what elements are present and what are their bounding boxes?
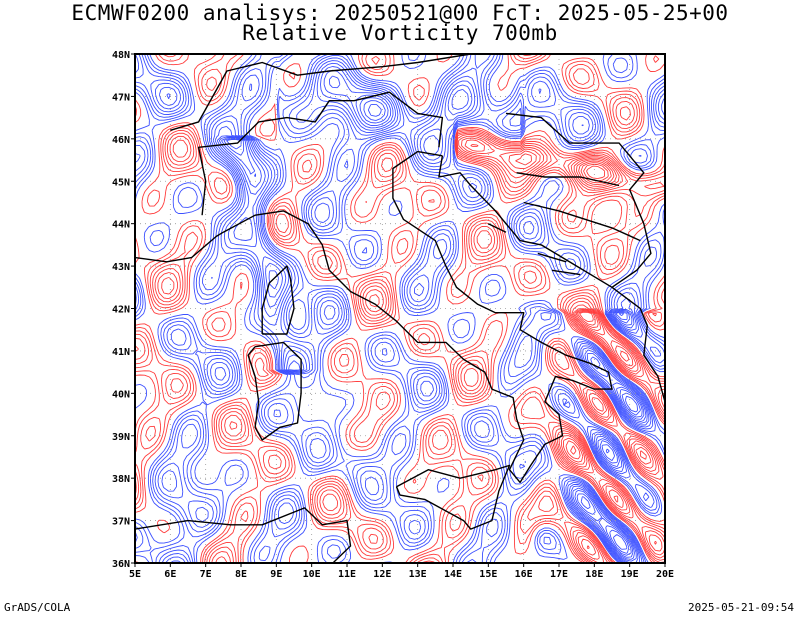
y-tick-label: 38N [112, 474, 130, 485]
positive-contour [135, 54, 665, 563]
x-tick-label: 12E [373, 569, 391, 580]
coastline [516, 172, 620, 187]
x-tick-label: 17E [550, 569, 568, 580]
y-tick-label: 45N [112, 177, 130, 188]
positive-contour [161, 135, 665, 563]
x-tick-label: 9E [270, 569, 282, 580]
negative-contour [166, 69, 647, 560]
contour-field [135, 54, 665, 563]
x-tick-label: 7E [200, 569, 212, 580]
coastline [395, 464, 511, 530]
positive-contour [135, 54, 665, 563]
coastline [222, 150, 613, 484]
negative-contour [135, 54, 665, 563]
x-tick-label: 16E [515, 569, 533, 580]
coastline [135, 507, 352, 563]
map-title: ECMWF0200 analisys: 20250521@00 FcT: 202… [71, 1, 729, 25]
map-subtitle: Relative Vorticity 700mb [242, 21, 558, 45]
x-axis-ticks: 5E 6E 7E 8E 9E 10E 11E 12E 13E 14E 15E 16E 17E 18E 19E… [129, 563, 674, 580]
coastline [135, 231, 224, 263]
y-tick-label: 37N [112, 517, 130, 528]
footer-credit: GrADS/COLA [4, 601, 71, 614]
x-tick-label: 14E [444, 569, 462, 580]
y-tick-label: 41N [112, 347, 130, 358]
x-tick-label: 20E [656, 569, 674, 580]
coastline [487, 223, 507, 233]
positive-contour [579, 165, 606, 323]
coastline [438, 155, 665, 402]
coastline-layer [135, 54, 665, 563]
negative-contour [218, 75, 645, 558]
y-tick-label: 43N [112, 262, 130, 273]
coastline [247, 341, 302, 441]
y-axis-ticks: 36N 37N 38N 39N 40N 41N 42N 43N 44N 45N 46N 47N 48N [112, 50, 135, 570]
coastline [523, 201, 641, 242]
y-tick-label: 39N [112, 432, 130, 443]
negative-contour [135, 54, 665, 563]
positive-contour [369, 137, 665, 556]
y-tick-label: 42N [112, 305, 130, 316]
positive-contour [464, 139, 647, 549]
positive-contour [135, 54, 665, 563]
x-tick-label: 8E [235, 569, 247, 580]
y-tick-label: 46N [112, 135, 130, 146]
x-tick-label: 5E [129, 569, 141, 580]
x-tick-label: 13E [409, 569, 427, 580]
y-tick-label: 44N [112, 220, 130, 231]
y-tick-label: 47N [112, 92, 130, 103]
coastline [261, 265, 295, 335]
coastline [537, 252, 567, 263]
coastline [197, 91, 444, 216]
lat-lon-grid [135, 54, 665, 563]
x-tick-label: 6E [164, 569, 176, 580]
y-tick-label: 36N [112, 559, 130, 570]
negative-contour [223, 100, 641, 554]
negative-contour [221, 97, 643, 556]
x-tick-label: 11E [338, 569, 356, 580]
negative-contour [135, 54, 665, 563]
coastline [505, 112, 652, 288]
footer-timestamp: 2025-05-21-09:54 [688, 601, 794, 614]
coastline [551, 269, 581, 276]
x-tick-label: 18E [585, 569, 603, 580]
x-tick-label: 15E [479, 569, 497, 580]
negative-contour [226, 103, 639, 550]
y-tick-label: 40N [112, 389, 130, 400]
positive-contour [135, 54, 665, 563]
y-tick-label: 48N [112, 50, 130, 61]
negative-contour [135, 54, 665, 563]
coastline [170, 54, 471, 131]
x-tick-label: 10E [303, 569, 321, 580]
x-tick-label: 19E [621, 569, 639, 580]
